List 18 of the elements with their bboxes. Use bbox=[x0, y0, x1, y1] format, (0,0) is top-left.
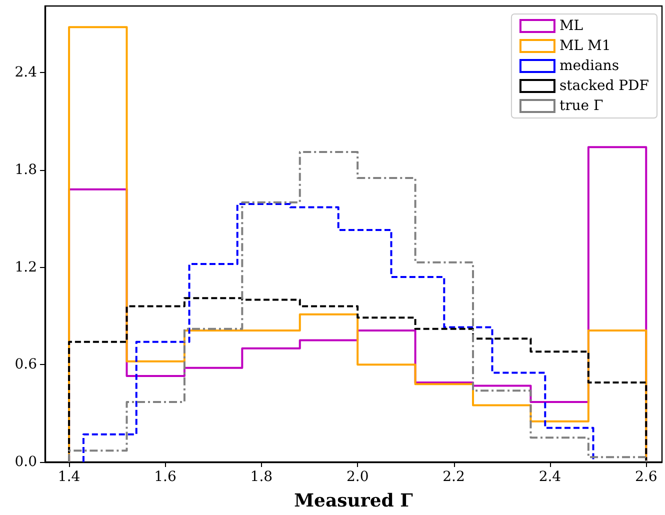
x-tick-label: 1.4 bbox=[58, 469, 80, 485]
x-axis-title: Measured Γ bbox=[294, 490, 414, 512]
y-tick-label: 1.8 bbox=[14, 162, 37, 178]
y-tick-label: 0.0 bbox=[14, 454, 37, 470]
x-tick-label: 2.4 bbox=[538, 469, 562, 485]
legend-label: true Γ bbox=[559, 98, 604, 114]
y-tick-label: 1.2 bbox=[14, 259, 37, 276]
y-tick-label: 2.4 bbox=[14, 64, 38, 81]
legend-label: stacked PDF bbox=[559, 78, 650, 94]
x-tick-label: 2.2 bbox=[442, 469, 465, 485]
legend-label: ML M1 bbox=[559, 38, 611, 54]
x-tick-label: 2.6 bbox=[634, 469, 658, 485]
legend-label: medians bbox=[559, 58, 620, 74]
x-tick-label: 1.8 bbox=[250, 469, 273, 485]
y-tick-label: 0.6 bbox=[14, 356, 38, 373]
x-tick-label: 2.0 bbox=[346, 469, 369, 485]
legend-label: ML bbox=[559, 18, 584, 34]
x-tick-label: 1.6 bbox=[154, 469, 176, 485]
